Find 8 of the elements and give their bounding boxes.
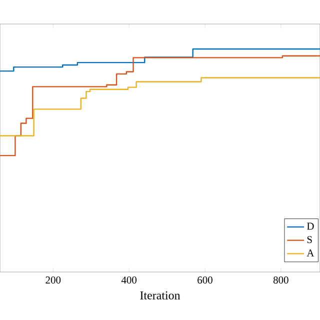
legend-label: A bbox=[306, 249, 314, 256]
x-tick-label: 400 bbox=[121, 276, 137, 284]
x-tick-label: 600 bbox=[198, 276, 212, 284]
legend-label: D bbox=[306, 222, 314, 230]
legend-label: S bbox=[307, 236, 312, 244]
x-tick-label: 800 bbox=[273, 276, 288, 284]
x-tick-label: 200 bbox=[46, 276, 61, 284]
x-axis-title: Iteration bbox=[140, 291, 180, 300]
